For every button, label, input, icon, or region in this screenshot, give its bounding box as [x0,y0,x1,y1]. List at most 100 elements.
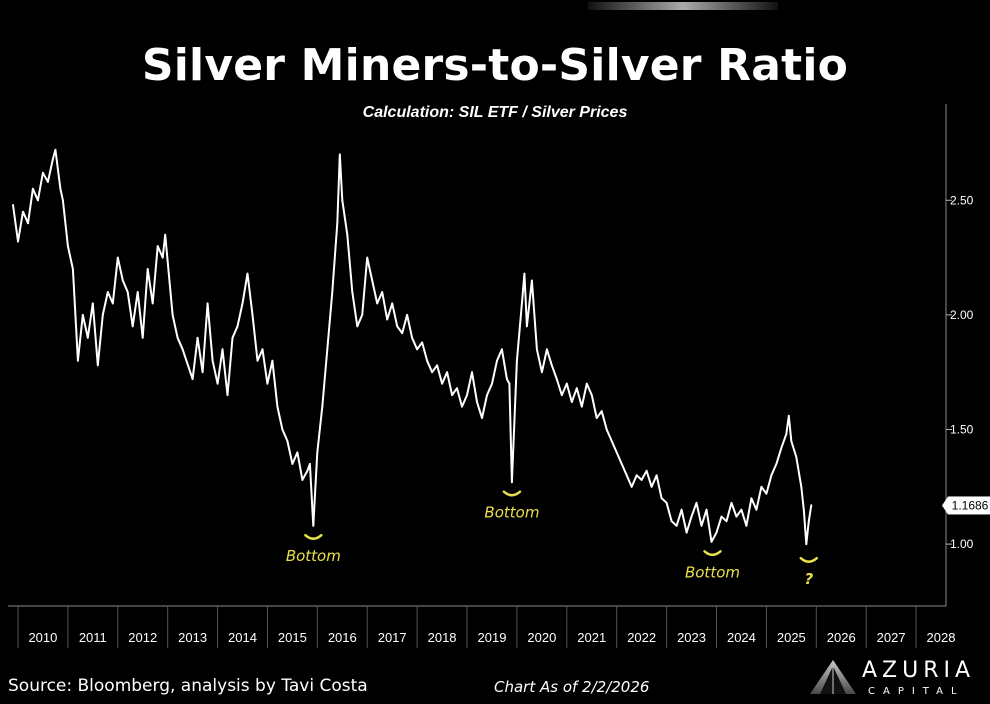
x-tick-label: 2028 [927,630,956,645]
data-point [296,451,299,454]
data-point [760,485,763,488]
data-point [191,378,194,380]
data-point [206,302,209,305]
data-point [655,474,658,477]
data-point [236,325,239,328]
data-point [356,325,359,328]
data-point [590,394,593,397]
data-point [47,181,49,183]
data-point [645,469,648,472]
y-tick-label: 1.50 [950,422,974,436]
data-point [61,199,64,202]
data-point [730,501,733,504]
data-point [341,199,344,202]
data-point [81,313,84,316]
data-point [436,364,438,367]
logo-name: AZURIA [862,658,976,683]
data-point [496,359,498,362]
x-tick-label: 2023 [677,630,706,645]
data-point [615,451,618,454]
data-point [800,485,803,488]
data-point [600,410,603,413]
data-point [312,524,315,527]
data-point [17,240,19,243]
bottom-marker-icon [304,533,323,540]
x-tick-label: 2016 [328,630,357,645]
data-point [346,233,349,236]
data-point [52,158,54,160]
data-point [42,171,44,174]
data-point [525,325,528,328]
data-point [171,313,174,316]
data-point [441,382,443,385]
data-point [261,348,264,351]
data-point [54,148,57,151]
data-point [610,440,613,442]
x-tick-label: 2024 [727,630,756,645]
data-point [141,336,144,339]
bottom-marker-icon [502,490,522,497]
data-point [151,302,154,305]
data-point [176,336,179,339]
data-point [700,524,703,527]
data-point [725,520,728,523]
data-point [508,382,511,385]
series-line [12,148,813,546]
x-tick-label: 2021 [577,630,606,645]
data-point [565,382,568,385]
data-point [136,291,139,293]
data-point [620,462,623,465]
annotations: Bottom Bottom Bottom? [286,490,819,588]
data-point [181,348,184,351]
data-point [216,382,219,385]
x-tick-label: 2010 [28,630,57,645]
data-point [338,153,341,156]
data-point [71,268,74,270]
data-point [416,348,419,351]
data-point [511,481,513,484]
x-tick-label: 2019 [478,630,507,645]
data-point [802,508,805,511]
chart-title: Silver Miners-to-Silver Ratio [141,40,849,91]
chart-subtitle: Calculation: SIL ETF / Silver Prices [362,104,628,121]
data-point [266,382,269,385]
data-point [625,474,628,477]
last-value-group: 1.1686 [942,496,990,515]
data-point [371,279,374,282]
data-point [750,497,753,500]
data-point [421,341,424,344]
data-point [401,332,404,335]
data-point [585,382,588,385]
data-point [426,359,429,362]
data-point [555,378,558,380]
data-point [301,479,304,481]
data-point [156,245,159,248]
data-point [406,313,409,316]
data-point [670,520,673,523]
data-point [575,387,578,390]
y-axis: 1.00 1.50 2.00 2.50 [945,104,974,606]
data-point [740,508,743,511]
bottom-marker-icon [703,550,722,557]
data-point [715,531,718,534]
data-point [256,359,259,362]
x-tick-label: 2013 [178,630,207,645]
data-point [605,428,608,431]
data-point [560,394,563,397]
top-bar-decoration [588,2,778,10]
data-point [471,371,473,374]
data-point [146,268,149,270]
data-point [161,256,164,259]
data-point [635,474,638,477]
data-point [501,348,503,351]
data-point [221,348,224,351]
data-point [386,318,389,321]
data-point [595,417,598,419]
data-point [37,199,39,202]
data-point [27,222,29,225]
data-point [770,474,773,477]
data-point [735,515,738,518]
data-point [456,387,458,390]
data-point [695,501,698,504]
data-point [286,440,289,442]
